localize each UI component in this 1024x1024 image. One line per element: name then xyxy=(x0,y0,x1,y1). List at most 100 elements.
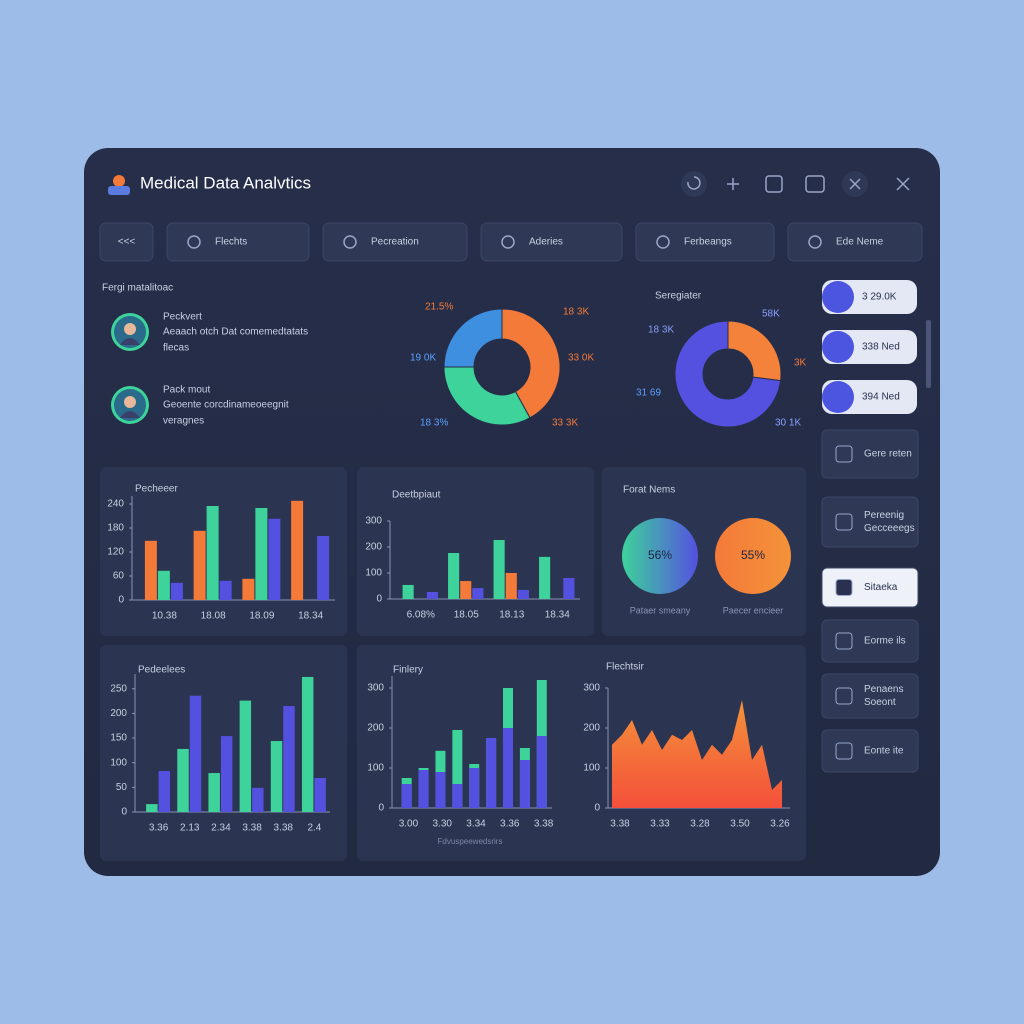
y-tick-label: 0 xyxy=(594,803,600,814)
patient-detail: flecas xyxy=(163,343,189,354)
bar xyxy=(536,736,547,808)
close-button[interactable] xyxy=(896,177,910,191)
side-button[interactable] xyxy=(821,619,919,663)
bar xyxy=(255,508,268,600)
side-pill-icon xyxy=(822,381,854,413)
bar xyxy=(402,584,414,599)
side-button[interactable] xyxy=(821,567,919,608)
bar xyxy=(144,540,157,600)
y-tick-label: 0 xyxy=(118,595,124,606)
toolbar-icon xyxy=(808,235,822,249)
y-tick-label: 60 xyxy=(113,571,125,582)
x-tick-label: 3.28 xyxy=(690,819,710,830)
chart-title: Flechtsir xyxy=(606,662,644,673)
y-tick-label: 120 xyxy=(107,547,124,558)
save-button[interactable] xyxy=(765,175,783,193)
toolbar-label: <<< xyxy=(118,237,136,248)
side-button-label: Soeont xyxy=(864,697,896,708)
bar xyxy=(252,787,264,812)
bar xyxy=(157,570,170,600)
app-title: Medical Data Analvtics xyxy=(140,173,311,192)
toolbar-button[interactable] xyxy=(166,222,310,262)
bar xyxy=(448,552,460,599)
x-tick-label: 3.50 xyxy=(730,819,750,830)
toolbar-button[interactable] xyxy=(480,222,623,262)
bar xyxy=(469,768,480,808)
pie xyxy=(622,518,698,594)
toolbar-button[interactable] xyxy=(787,222,923,262)
toolbar-icon xyxy=(343,235,357,249)
y-tick-label: 300 xyxy=(365,516,382,527)
side-button[interactable] xyxy=(821,429,919,479)
side-button[interactable] xyxy=(821,673,919,719)
donut-annotation: 33 3K xyxy=(552,418,578,429)
bar xyxy=(472,588,484,599)
bar xyxy=(206,506,219,600)
add-button[interactable] xyxy=(727,178,739,190)
donut-annotation: 19 0K xyxy=(410,353,436,364)
y-tick-label: 0 xyxy=(121,807,127,818)
y-tick-label: 100 xyxy=(367,763,384,774)
chart-title: Pedeelees xyxy=(138,665,185,676)
x-tick-label: 18.08 xyxy=(201,611,226,622)
bar xyxy=(208,773,220,812)
bar xyxy=(283,706,295,812)
toolbar-icon xyxy=(656,235,670,249)
toolbar-button[interactable] xyxy=(635,222,775,262)
screen-button[interactable] xyxy=(805,175,825,193)
x-tick-label: 6.08% xyxy=(407,610,435,621)
y-tick-label: 100 xyxy=(110,757,127,768)
side-button-label: Gere reten xyxy=(864,449,912,460)
area xyxy=(612,700,782,808)
patient-detail: veragnes xyxy=(163,416,204,427)
bar xyxy=(146,804,158,812)
y-tick-label: 250 xyxy=(110,683,127,694)
chart-title: Deetbpiaut xyxy=(392,490,441,501)
side-button-label: Sitaeka xyxy=(864,582,898,593)
donut-segment xyxy=(443,308,503,368)
bar xyxy=(517,589,529,599)
toolbar-icon xyxy=(501,235,515,249)
x-tick-label: 3.33 xyxy=(650,819,670,830)
side-icon xyxy=(835,632,853,650)
x-tick-label: 2.4 xyxy=(307,823,321,834)
x-tick-label: 18.13 xyxy=(499,610,524,621)
pie-caption: Paecer encieer xyxy=(723,605,784,615)
donut-annotation: 30 1K xyxy=(775,418,801,429)
x-tick-label: 18.34 xyxy=(545,610,570,621)
donut-annotation: 18 3% xyxy=(420,418,448,429)
y-tick-label: 200 xyxy=(583,723,600,734)
side-pill-icon xyxy=(822,331,854,363)
refresh-button[interactable] xyxy=(681,171,707,197)
donut-segment xyxy=(501,308,561,419)
bar xyxy=(539,556,551,599)
side-button-label: Eorme ils xyxy=(864,636,906,647)
side-button[interactable] xyxy=(821,496,919,548)
x-tick-label: 3.00 xyxy=(399,819,419,830)
y-tick-label: 200 xyxy=(365,542,382,553)
bar xyxy=(486,738,497,808)
donut-annotation: 18 3K xyxy=(648,325,674,336)
bar xyxy=(189,695,202,812)
toolbar-button[interactable] xyxy=(322,222,468,262)
donut-segment xyxy=(674,320,782,428)
bar xyxy=(193,530,206,600)
bar xyxy=(177,748,189,812)
bar xyxy=(426,591,438,599)
bar xyxy=(301,676,314,812)
donut-segment xyxy=(443,366,531,426)
side-button[interactable] xyxy=(821,729,919,773)
side-button-label: Pereenig xyxy=(864,510,904,521)
side-icon xyxy=(835,445,853,463)
toolbar-button[interactable] xyxy=(99,222,154,262)
bar xyxy=(460,581,472,599)
side-button-label: Penaens xyxy=(864,684,903,695)
side-button-label: Eonte ite xyxy=(864,746,904,757)
bar xyxy=(563,577,575,599)
window-controls xyxy=(681,171,910,197)
donut-annotation: 3K xyxy=(794,358,807,369)
bar xyxy=(158,771,171,812)
pie-caption: Pataer smeany xyxy=(630,605,691,615)
bar xyxy=(418,770,429,808)
